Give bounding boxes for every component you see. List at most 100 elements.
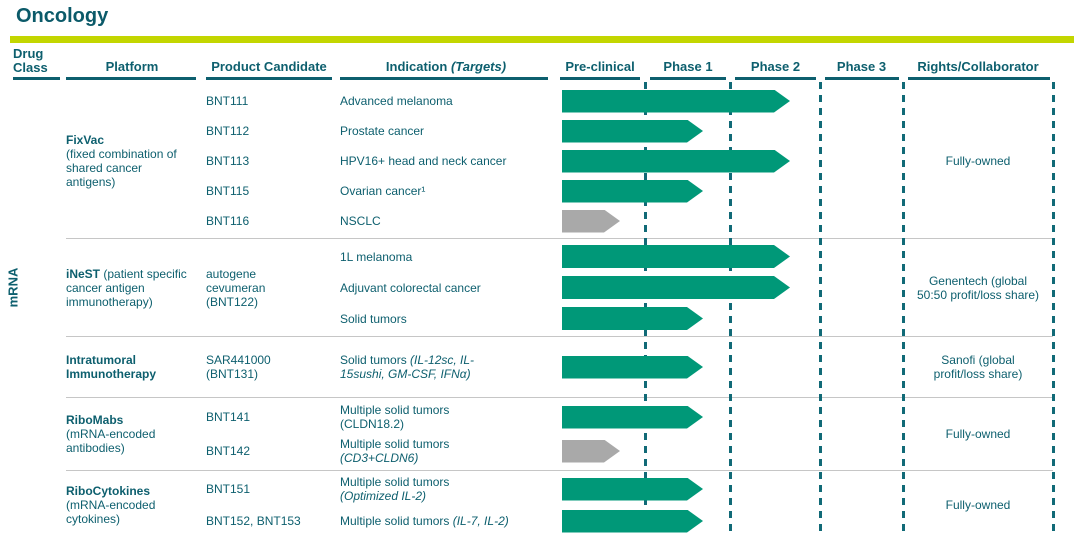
- indication: Ovarian cancer¹: [340, 184, 426, 198]
- platform-cell: RiboMabs (mRNA-encoded antibodies): [66, 413, 198, 455]
- progress-arrow: [562, 120, 703, 143]
- column-header-phase1: Phase 1: [663, 59, 713, 74]
- column-header-phase2: Phase 2: [750, 59, 801, 74]
- indication: Multiple solid tumors (CLDN18.2): [340, 403, 450, 431]
- indication: HPV16+ head and neck cancer: [340, 154, 507, 168]
- progress-arrow: [562, 276, 790, 299]
- pipeline-row: BNT142 Multiple solid tumors (CD3+CLDN6): [198, 434, 903, 468]
- column-header-phase3: Phase 3: [836, 59, 887, 74]
- accent-bar: [10, 36, 1074, 43]
- page-title: Oncology: [16, 5, 109, 27]
- platform-description: (mRNA-encoded cytokines): [66, 498, 156, 526]
- progress-arrow: [562, 150, 790, 173]
- phase-divider: [729, 82, 732, 532]
- pipeline-group-fixvac: FixVac (fixed combination of shared canc…: [66, 84, 1053, 239]
- column-header-drug-class: Drug Class: [13, 46, 48, 75]
- indication: Multiple solid tumors (CD3+CLDN6): [340, 437, 450, 465]
- column-header-rights: Rights/Collaborator: [917, 59, 1039, 74]
- pipeline-row: BNT116 NSCLC: [198, 206, 903, 236]
- rights-collaborator: Genentech (global 50:50 profit/loss shar…: [916, 273, 1040, 302]
- header-underline: [66, 77, 196, 80]
- progress-arrow: [562, 210, 620, 233]
- pipeline-table: FixVac (fixed combination of shared canc…: [0, 84, 1080, 539]
- phase-track: [552, 478, 903, 501]
- header-underline: [340, 77, 548, 80]
- platform-name: RiboMabs: [66, 413, 124, 427]
- pipeline-row: BNT113 HPV16+ head and neck cancer: [198, 146, 903, 176]
- pipeline-row: BNT111 Advanced melanoma: [198, 86, 903, 116]
- indication: Multiple solid tumors (IL-7, IL-2): [340, 514, 509, 528]
- pipeline-row: BNT141 Multiple solid tumors (CLDN18.2): [198, 400, 903, 434]
- phase-track: [552, 180, 903, 203]
- header-underline: [560, 77, 640, 80]
- platform-name: Intratumoral Immunotherapy: [66, 353, 157, 381]
- platform-name: RiboCytokines: [66, 484, 151, 498]
- rights-collaborator: Fully-owned: [945, 498, 1011, 512]
- product-candidate: BNT112: [206, 124, 250, 138]
- indication: NSCLC: [340, 214, 381, 228]
- header-underline: [735, 77, 816, 80]
- phase-divider: [1052, 82, 1055, 532]
- phase-divider: [819, 82, 822, 532]
- header-underline: [13, 77, 60, 80]
- progress-arrow: [562, 406, 703, 429]
- progress-arrow: [562, 510, 703, 533]
- pipeline-group-ribocytokines: RiboCytokines (mRNA-encoded cytokines) B…: [66, 471, 1053, 539]
- header-underline: [825, 77, 899, 80]
- pipeline-row: BNT151 Multiple solid tumors (Optimized I…: [198, 473, 903, 505]
- indication: Multiple solid tumors (Optimized IL-2): [340, 475, 450, 503]
- progress-arrow: [562, 90, 790, 113]
- phase-track: [552, 356, 903, 379]
- rights-collaborator: Fully-owned: [945, 427, 1011, 441]
- rights-collaborator: Sanofi (global profit/loss share): [933, 353, 1023, 381]
- platform-cell: FixVac (fixed combination of shared canc…: [66, 133, 198, 189]
- indication: Advanced melanoma: [340, 94, 453, 108]
- pipeline-row: Adjuvant colorectal cancer: [340, 272, 903, 303]
- pipeline-row: BNT112 Prostate cancer: [198, 116, 903, 146]
- indication: Solid tumors (IL-12sc, IL-15sushi, GM-CS…: [340, 353, 475, 381]
- pipeline-row: Solid tumors: [340, 303, 903, 334]
- phase-track: [552, 120, 903, 143]
- rights-collaborator: Fully-owned: [945, 154, 1011, 168]
- column-header-indication: Indication (Targets): [385, 59, 507, 74]
- pipeline-row: SAR441000 (BNT131) Solid tumors (IL-12sc…: [198, 339, 903, 395]
- progress-arrow: [562, 440, 620, 463]
- phase-track: [552, 307, 903, 330]
- indication: Solid tumors: [340, 311, 407, 326]
- header-underline: [908, 77, 1050, 80]
- phase-track: [552, 210, 903, 233]
- pipeline-row: 1L melanoma: [340, 241, 903, 272]
- platform-description: (fixed combination of shared cancer anti…: [66, 147, 177, 189]
- product-candidate: autogene cevumeran (BNT122): [206, 266, 266, 309]
- phase-divider: [902, 82, 905, 532]
- platform-description: (mRNA-encoded antibodies): [66, 427, 156, 455]
- product-candidate: SAR441000 (BNT131): [206, 353, 271, 381]
- phase-track: [552, 510, 903, 533]
- indication: Prostate cancer: [340, 124, 425, 138]
- phase-track: [552, 406, 903, 429]
- pipeline-group-intratumoral: Intratumoral Immunotherapy SAR441000 (BN…: [66, 337, 1053, 398]
- product-candidate: BNT141: [206, 410, 251, 424]
- phase-track: [552, 90, 903, 113]
- product-candidate: BNT115: [206, 184, 250, 198]
- column-header-preclinical: Pre-clinical: [565, 59, 635, 74]
- pipeline-group-ribomabs: RiboMabs (mRNA-encoded antibodies) BNT14…: [66, 398, 1053, 471]
- platform-cell: iNeST (patient specific cancer antigen i…: [66, 267, 198, 309]
- pipeline-row: BNT152, BNT153 Multiple solid tumors (IL…: [198, 505, 903, 537]
- column-header-platform: Platform: [105, 59, 159, 74]
- product-candidate: BNT113: [206, 154, 250, 168]
- phase-track: [552, 276, 903, 299]
- product-candidate: BNT116: [206, 214, 250, 228]
- header-underline: [650, 77, 726, 80]
- phase-track: [552, 245, 903, 268]
- platform-name: iNeST: [66, 266, 101, 281]
- product-candidate: BNT151: [206, 482, 251, 496]
- product-candidate: BNT152, BNT153: [206, 514, 301, 528]
- platform-name: FixVac: [66, 133, 105, 147]
- progress-arrow: [562, 478, 703, 501]
- progress-arrow: [562, 245, 790, 268]
- platform-cell: RiboCytokines (mRNA-encoded cytokines): [66, 484, 198, 526]
- header-underline: [206, 77, 332, 80]
- platform-description: (patient specific cancer antigen immunot…: [66, 266, 187, 309]
